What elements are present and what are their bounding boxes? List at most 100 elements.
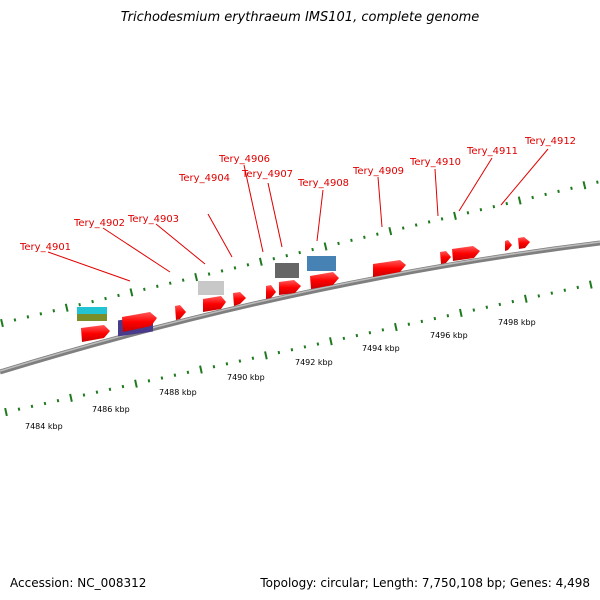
leader-line xyxy=(377,176,383,228)
scale-label: 7486 kbp xyxy=(92,405,130,414)
scale-tick xyxy=(246,263,250,267)
scale-tick xyxy=(13,318,17,322)
gene-label[interactable]: Tery_4908 xyxy=(297,178,349,189)
gene-arrow[interactable] xyxy=(440,251,451,264)
scale-tick xyxy=(381,328,385,332)
cog-box-steelblue[interactable] xyxy=(307,256,336,271)
scale-tick xyxy=(523,294,528,303)
scale-tick xyxy=(258,257,263,266)
gene-arrow[interactable] xyxy=(81,325,110,342)
scale-tick xyxy=(433,316,437,321)
scale-tick xyxy=(472,308,476,312)
scale-tick xyxy=(290,348,294,352)
gene-arrow[interactable] xyxy=(175,305,186,320)
scale-tick xyxy=(168,281,172,285)
gene-arrow[interactable] xyxy=(505,240,512,251)
scale-tick xyxy=(550,291,554,295)
scale-tick xyxy=(537,294,541,298)
gene-arrow[interactable] xyxy=(452,246,480,261)
leader-line xyxy=(500,148,549,206)
scale-tick xyxy=(511,299,515,304)
scale-tick xyxy=(233,266,237,270)
gene-label[interactable]: Tery_4904 xyxy=(178,173,230,184)
scale-tick xyxy=(446,314,450,318)
scale-tick xyxy=(337,241,340,246)
scale-label: 7494 kbp xyxy=(362,344,400,353)
leader-line xyxy=(458,157,493,212)
gene-arrows xyxy=(81,237,530,342)
scale-tick xyxy=(121,384,125,389)
scale-tick xyxy=(264,351,268,360)
upper-tick-track xyxy=(0,180,599,328)
scale-tick xyxy=(531,195,534,200)
genome-info-text: Topology: circular; Length: 7,750,108 bp… xyxy=(260,576,590,590)
leader-line xyxy=(155,223,206,265)
scale-tick xyxy=(394,322,398,332)
scale-tick xyxy=(143,287,146,292)
scale-label: 7490 kbp xyxy=(227,373,265,382)
scale-tick xyxy=(181,278,185,282)
scale-tick xyxy=(376,232,379,236)
gene-arrow[interactable] xyxy=(373,260,406,277)
scale-tick xyxy=(505,201,509,206)
leader-line xyxy=(102,227,171,273)
gene-arrow[interactable] xyxy=(122,312,157,332)
scale-tick xyxy=(350,238,353,243)
gene-label[interactable]: Tery_4906 xyxy=(218,154,270,165)
scale-tick xyxy=(570,186,573,190)
gene-arrow[interactable] xyxy=(266,285,276,299)
scale-tick xyxy=(220,269,224,273)
scale-label: 7492 kbp xyxy=(295,358,333,367)
scale-tick xyxy=(39,312,43,316)
scale-tick xyxy=(272,257,276,261)
gene-arrow[interactable] xyxy=(518,237,530,249)
scale-tick xyxy=(64,303,69,312)
leader-line xyxy=(243,164,264,253)
cog-box-olive[interactable] xyxy=(77,314,107,321)
scale-tick xyxy=(368,331,372,335)
scale-tick xyxy=(453,211,457,220)
gene-label[interactable]: Tery_4911 xyxy=(466,146,518,157)
scale-tick xyxy=(117,293,120,298)
accession-text: Accession: NC_008312 xyxy=(10,576,147,590)
map-title: Trichodesmium erythraeum IMS101, complet… xyxy=(120,10,480,25)
gene-arrow[interactable] xyxy=(233,292,246,306)
scale-tick xyxy=(485,305,489,309)
scale-tick xyxy=(147,379,151,383)
scale-tick xyxy=(323,242,328,251)
scale-tick xyxy=(186,370,190,375)
scale-tick xyxy=(355,333,359,338)
scale-tick xyxy=(78,302,81,307)
gene-arrow[interactable] xyxy=(310,272,339,289)
gene-label[interactable]: Tery_4903 xyxy=(127,214,179,225)
gene-arrow[interactable] xyxy=(203,296,226,312)
leader-line xyxy=(316,189,324,242)
scale-tick xyxy=(129,288,134,297)
scale-tick xyxy=(596,180,599,184)
gene-label[interactable]: Tery_4902 xyxy=(73,218,125,229)
scale-tick xyxy=(466,211,470,215)
cog-box-darkgray[interactable] xyxy=(275,263,299,278)
scale-tick xyxy=(576,285,580,290)
scale-tick xyxy=(329,337,333,346)
gene-label[interactable]: Tery_4907 xyxy=(241,169,293,180)
gene-label[interactable]: Tery_4901 xyxy=(19,242,71,253)
cog-box-cyan[interactable] xyxy=(77,307,107,314)
scale-tick xyxy=(160,376,164,380)
leader-line xyxy=(47,251,131,282)
scale-tick xyxy=(277,350,281,355)
scale-tick xyxy=(134,379,138,388)
gene-label[interactable]: Tery_4910 xyxy=(409,157,461,168)
gene-arrow[interactable] xyxy=(279,280,301,295)
scale-tick xyxy=(582,181,587,190)
scale-tick xyxy=(155,284,159,288)
scale-tick xyxy=(363,235,366,239)
gene-label[interactable]: Tery_4912 xyxy=(524,136,576,147)
scale-tick xyxy=(199,365,203,374)
scale-tick xyxy=(401,226,405,230)
scale-tick xyxy=(173,373,177,377)
cog-box-lightgray[interactable] xyxy=(198,281,224,295)
gene-label[interactable]: Tery_4909 xyxy=(352,166,404,177)
lower-tick-track xyxy=(4,280,593,417)
